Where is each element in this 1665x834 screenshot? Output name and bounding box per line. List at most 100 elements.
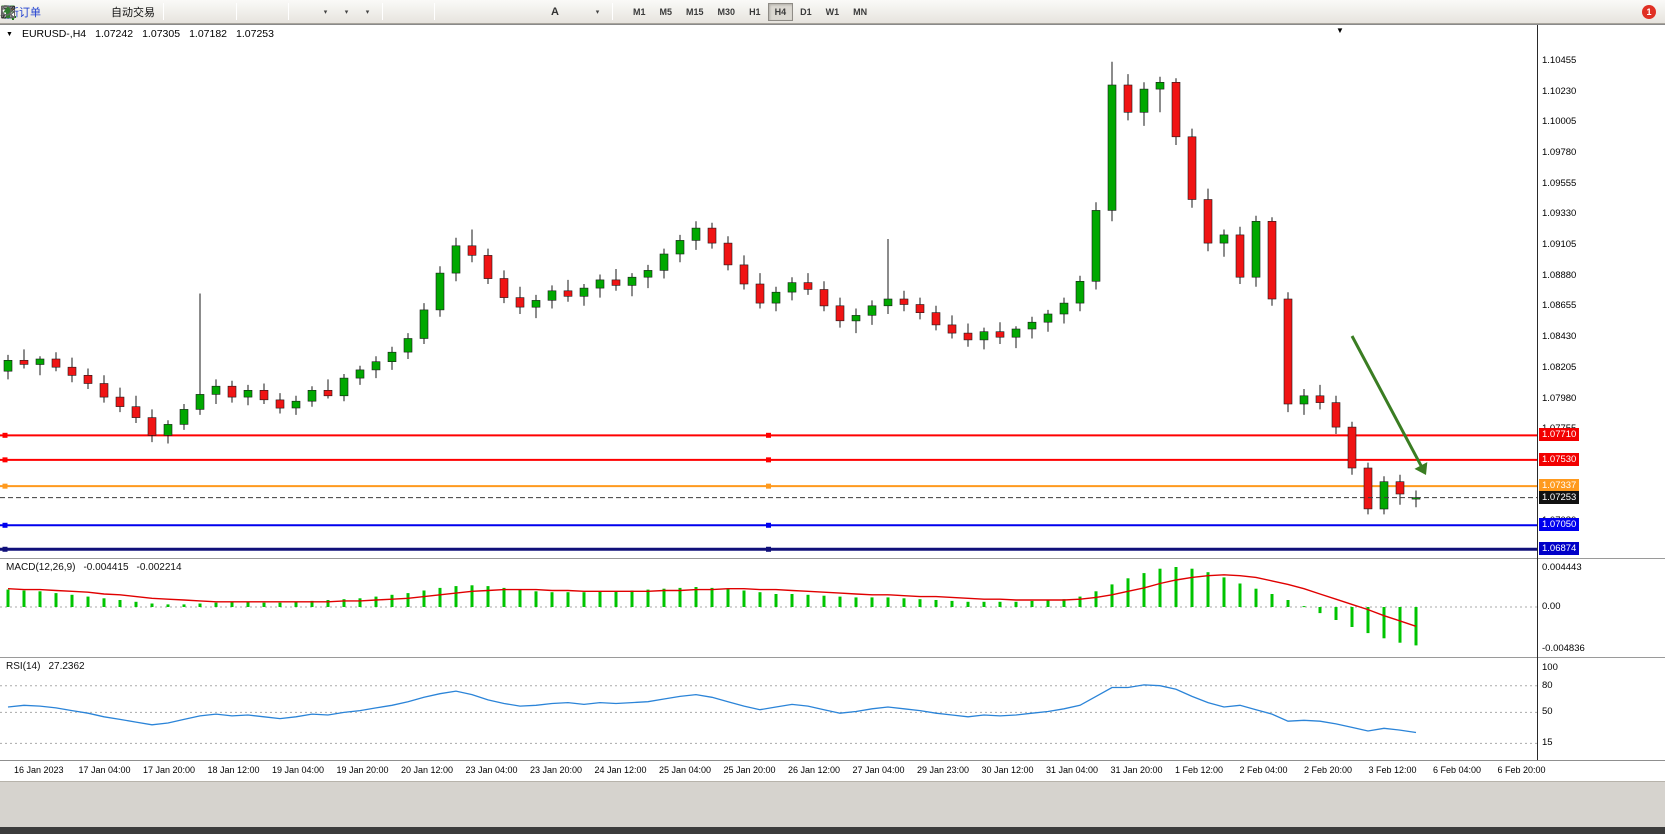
price-tick: 1.10230 <box>1542 85 1577 97</box>
new-chart-button[interactable]: ▾ <box>1 2 335 22</box>
chart-line-button[interactable] <box>0 2 231 22</box>
time-label: 25 Jan 04:00 <box>659 765 712 775</box>
line-handle[interactable] <box>2 457 8 463</box>
price-tick: 1.08880 <box>1542 269 1577 281</box>
timeframe-d1-button[interactable]: D1 <box>800 6 812 17</box>
toolbar-separator <box>288 3 289 20</box>
line-handle[interactable] <box>766 546 771 552</box>
candles-layer <box>3 61 1421 515</box>
macd-label: MACD(12,26,9) -0.004415 -0.002214 <box>6 562 182 573</box>
time-label: 19 Jan 04:00 <box>272 765 325 775</box>
panel-divider-rsi[interactable] <box>0 657 1665 659</box>
timeframe-w1-button[interactable]: W1 <box>825 6 840 17</box>
trend-arrow[interactable] <box>1350 335 1424 468</box>
new-order-button[interactable]: 新订单 <box>5 2 44 22</box>
channel-tool[interactable] <box>1 2 523 22</box>
horizontal-scrollbar[interactable] <box>0 827 1665 834</box>
time-label: 17 Jan 20:00 <box>143 765 196 775</box>
rsi-tick: 15 <box>1542 737 1553 749</box>
line-handle[interactable] <box>766 432 771 438</box>
autotrade-label: 自动交易 <box>111 6 155 19</box>
toolbar-separator <box>434 3 435 20</box>
time-label: 1 Feb 12:00 <box>1175 765 1224 775</box>
rsi-label: RSI(14) 27.2362 <box>6 661 85 672</box>
line-handle[interactable] <box>2 522 8 528</box>
price-tag[interactable]: 1.07530 <box>1539 452 1580 466</box>
panel-divider-macd[interactable] <box>0 558 1665 560</box>
zoom-in-button[interactable] <box>1 2 262 22</box>
help-button[interactable]: ? <box>1 2 107 22</box>
price-axis[interactable]: 1.10455 1.10230 1.10005 1.09780 1.09555 1.093… <box>1538 25 1665 760</box>
axis-separator-line <box>1537 25 1538 760</box>
toolbar-separator <box>163 3 164 20</box>
crosshair-tool-button[interactable] <box>1 2 429 22</box>
toolbar-separator <box>612 3 613 20</box>
trendline-tool[interactable] <box>1 2 502 22</box>
time-label: 3 Feb 12:00 <box>1368 765 1417 775</box>
deposit-icon[interactable] <box>1 2 65 22</box>
chart-bars-button[interactable] <box>1 2 189 22</box>
price-tag[interactable]: 1.06874 <box>1539 542 1580 556</box>
text-tool-label: A <box>551 5 559 18</box>
line-handle[interactable] <box>766 483 771 489</box>
autotrade-button[interactable]: 自动交易 <box>3 2 158 22</box>
chart-collapse-icon[interactable]: ▼ <box>6 30 13 38</box>
fibonacci-tool[interactable] <box>2 2 544 22</box>
text-tool[interactable]: A <box>545 2 565 22</box>
macd-canvas[interactable] <box>0 560 1537 657</box>
chevron-down-icon: ▾ <box>323 8 328 16</box>
chevron-down-icon: ▾ <box>365 8 370 16</box>
timeframe-mn-button[interactable]: MN <box>853 6 868 17</box>
cursor-tool-button[interactable] <box>4 2 408 22</box>
price-tick: 1.08430 <box>1542 331 1577 343</box>
zoom-out-button[interactable] <box>1 2 283 22</box>
price-tag[interactable]: 1.07253 <box>1539 490 1580 504</box>
arrow-shape-icon <box>3 5 13 18</box>
line-handle[interactable] <box>2 483 8 489</box>
price-tick: 1.10005 <box>1542 116 1577 128</box>
main-chart-canvas[interactable] <box>0 25 1537 558</box>
price-tick: 1.09330 <box>1542 208 1577 220</box>
price-tag[interactable]: 1.07337 <box>1539 479 1580 493</box>
price-tag[interactable]: 1.07050 <box>1539 518 1580 532</box>
time-label: 20 Jan 12:00 <box>401 765 454 775</box>
line-handle[interactable] <box>766 457 771 463</box>
template-button[interactable]: ▾ <box>1 2 377 22</box>
line-handle[interactable] <box>2 432 8 438</box>
timeframe-h4-button[interactable]: H4 <box>767 2 794 21</box>
timeframe-m1-button[interactable]: M1 <box>633 6 646 17</box>
time-label: 16 Jan 2023 <box>14 765 64 775</box>
chevron-down-icon: ▾ <box>595 8 600 16</box>
time-label: 23 Jan 04:00 <box>465 765 518 775</box>
horizontal-line-tool[interactable] <box>1 2 481 22</box>
notification-badge[interactable]: 1 <box>1642 4 1656 19</box>
period-button[interactable]: ▾ <box>1 2 356 22</box>
line-handle[interactable] <box>2 546 8 552</box>
timeframe-h1-button[interactable]: H1 <box>749 6 761 17</box>
time-label: 25 Jan 20:00 <box>723 765 776 775</box>
timeframe-m5-button[interactable]: M5 <box>659 6 673 17</box>
chart-candles-button[interactable] <box>2 2 210 22</box>
trend-arrow-head <box>1414 462 1428 475</box>
time-label: 2 Feb 04:00 <box>1239 765 1288 775</box>
timeframe-m30-button[interactable]: M30 <box>717 6 736 17</box>
chart-header: ▼ EURUSD-,H4 1.07242 1.07305 1.07182 1.0… <box>6 28 274 40</box>
line-handle[interactable] <box>766 522 771 528</box>
shapes-tool[interactable]: ▾ <box>3 2 607 22</box>
time-label: 19 Jan 20:00 <box>336 765 389 775</box>
label-tool[interactable] <box>1 2 586 22</box>
tile-windows-button[interactable] <box>1 2 314 22</box>
time-label: 31 Jan 20:00 <box>1110 765 1163 775</box>
time-label: 26 Jan 12:00 <box>788 765 841 775</box>
vertical-line-tool[interactable] <box>7 2 460 22</box>
time-axis: 16 Jan 2023 17 Jan 04:00 17 Jan 20:00 18 Ja… <box>0 760 1665 781</box>
ohlc-high: 1.07305 <box>142 28 181 40</box>
profile-button[interactable] <box>2 2 86 22</box>
search-icon[interactable] <box>0 4 16 20</box>
chevron-down-icon: ▾ <box>344 8 349 16</box>
timeframe-m15-button[interactable]: M15 <box>686 6 704 17</box>
time-label: 30 Jan 12:00 <box>981 765 1034 775</box>
price-tag[interactable]: 1.07710 <box>1539 428 1580 442</box>
rsi-canvas[interactable] <box>0 659 1537 759</box>
time-label: 31 Jan 04:00 <box>1046 765 1099 775</box>
